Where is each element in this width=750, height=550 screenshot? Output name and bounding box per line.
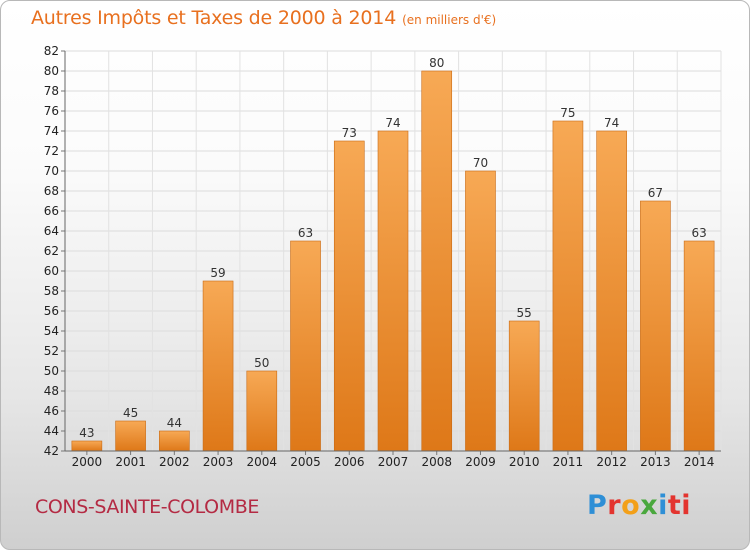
bar-value-label: 75 xyxy=(560,106,575,120)
logo-letter: r xyxy=(607,490,622,521)
y-tick-label: 76 xyxy=(44,104,59,118)
x-tick-label: 2012 xyxy=(596,455,627,469)
bar-value-label: 67 xyxy=(648,186,663,200)
logo-letter: P xyxy=(587,490,608,521)
y-tick-label: 48 xyxy=(44,384,59,398)
y-tick-label: 52 xyxy=(44,344,59,358)
x-tick-label: 2013 xyxy=(640,455,671,469)
bar-value-label: 63 xyxy=(691,226,706,240)
bar xyxy=(115,420,146,452)
y-tick-label: 58 xyxy=(44,284,59,298)
chart-title: Autres Impôts et Taxes de 2000 à 2014 (en… xyxy=(31,7,496,29)
logo-letter: o xyxy=(621,490,641,521)
bar xyxy=(377,130,409,452)
y-tick-label: 78 xyxy=(44,84,59,98)
bar xyxy=(683,240,715,452)
bar-value-label: 73 xyxy=(342,126,357,140)
commune-name: CONS-SAINTE-COLOMBE xyxy=(35,496,259,518)
x-tick-label: 2014 xyxy=(684,455,715,469)
bar xyxy=(159,430,190,452)
y-tick-label: 64 xyxy=(44,224,59,238)
y-tick-label: 46 xyxy=(44,404,59,418)
bar-value-label: 80 xyxy=(429,56,444,70)
y-tick-label: 60 xyxy=(44,264,59,278)
bar-value-label: 45 xyxy=(123,406,138,420)
x-tick-label: 2007 xyxy=(378,455,409,469)
x-tick-label: 2009 xyxy=(465,455,496,469)
x-tick-label: 2003 xyxy=(203,455,234,469)
x-tick-label: 2004 xyxy=(247,455,278,469)
y-tick-label: 82 xyxy=(44,44,59,58)
x-tick-label: 2005 xyxy=(290,455,321,469)
bar xyxy=(333,140,365,452)
bar xyxy=(640,200,671,452)
bars: 43 45 44 59 50 63 73 74 80 70 55 75 74 67 63 xyxy=(71,56,715,452)
bar-value-label: 50 xyxy=(254,356,269,370)
y-tick-label: 42 xyxy=(44,444,59,458)
bar-value-label: 63 xyxy=(298,226,313,240)
x-tick-label: 2008 xyxy=(421,455,452,469)
y-tick-label: 62 xyxy=(44,244,59,258)
x-tick-label: 2002 xyxy=(159,455,190,469)
logo-letter: i xyxy=(658,490,668,521)
y-tick-label: 54 xyxy=(44,324,59,338)
bar xyxy=(508,320,540,452)
proxiti-logo[interactable]: Proxiti xyxy=(587,490,691,521)
bar-value-label: 59 xyxy=(210,266,225,280)
bar xyxy=(246,370,278,452)
bar-value-label: 44 xyxy=(167,416,182,430)
chart-unit: (en milliers d'€) xyxy=(402,13,497,27)
y-tick-label: 72 xyxy=(44,144,59,158)
x-tick-label: 2010 xyxy=(509,455,540,469)
y-tick-label: 68 xyxy=(44,184,59,198)
axes: 42 44 46 48 50 52 54 56 58 60 62 64 66 68 70 72 74 76 78 80… xyxy=(44,44,721,469)
bar xyxy=(596,130,627,452)
y-tick-label: 70 xyxy=(44,164,59,178)
bar-value-label: 55 xyxy=(517,306,532,320)
y-tick-label: 74 xyxy=(44,124,59,138)
x-tick-label: 2000 xyxy=(72,455,103,469)
bar xyxy=(421,70,453,452)
bar-value-label: 70 xyxy=(473,156,488,170)
bar xyxy=(71,440,103,452)
y-tick-label: 44 xyxy=(44,424,59,438)
y-tick-label: 66 xyxy=(44,204,59,218)
logo-letter: x xyxy=(640,490,659,521)
bar-value-label: 43 xyxy=(79,426,94,440)
y-tick-label: 50 xyxy=(44,364,59,378)
bar-value-label: 74 xyxy=(604,116,619,130)
x-tick-label: 2001 xyxy=(115,455,146,469)
bar xyxy=(465,170,496,452)
chart-title-text: Autres Impôts et Taxes de 2000 à 2014 xyxy=(31,7,397,29)
bar xyxy=(290,240,321,452)
bar xyxy=(202,280,234,452)
x-tick-label: 2011 xyxy=(553,455,584,469)
x-tick-label: 2006 xyxy=(334,455,365,469)
bar-value-label: 74 xyxy=(385,116,400,130)
logo-letter: ti xyxy=(667,490,692,521)
y-tick-label: 56 xyxy=(44,304,59,318)
bar xyxy=(552,120,584,452)
y-tick-label: 80 xyxy=(44,64,59,78)
